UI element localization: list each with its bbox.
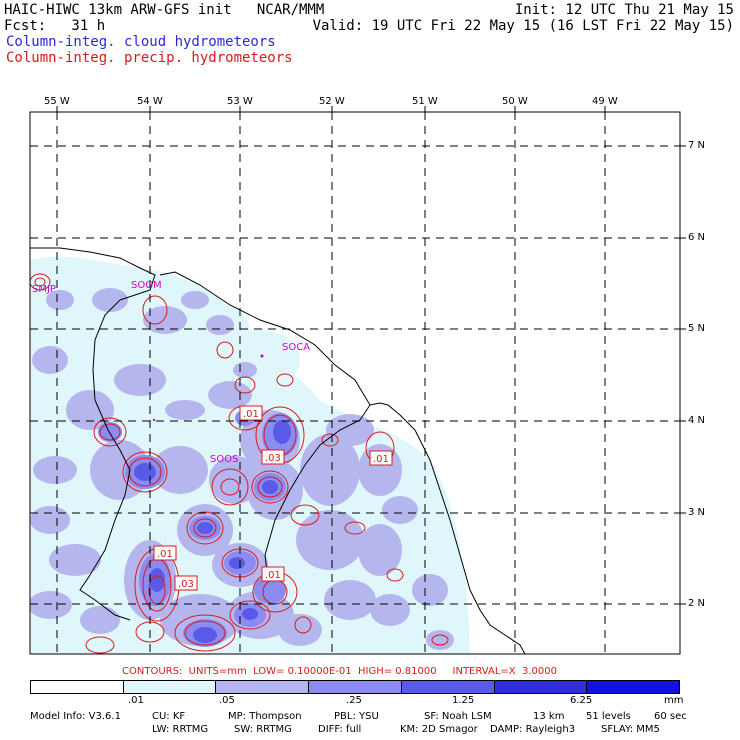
lat-label: 5 N xyxy=(688,323,706,334)
model-info-sflay: SFLAY: MM5 xyxy=(601,724,660,735)
model-info-sw: SW: RRTMG xyxy=(234,724,292,735)
station-soos: SOOS xyxy=(210,454,238,465)
country-border-east xyxy=(264,404,371,581)
lon-label: 51 W xyxy=(412,96,438,107)
color-bar-segment xyxy=(494,681,588,693)
color-bar-segment xyxy=(309,681,402,693)
color-bar-units: mm xyxy=(664,695,684,706)
station-dot xyxy=(152,418,156,422)
contour-label: .01 xyxy=(157,549,173,560)
lon-label: 49 W xyxy=(592,96,618,107)
lon-label: 53 W xyxy=(227,96,253,107)
model-info-cu: CU: KF xyxy=(152,711,186,722)
contour-label-boxes xyxy=(153,405,393,591)
lon-label: 55 W xyxy=(44,96,70,107)
model-info-sf: SF: Noah LSM xyxy=(424,711,492,722)
valid-time: Valid: 19 UTC Fri 22 May 15 (16 LST Fri … xyxy=(312,18,734,34)
model-info-resolution: 13 km xyxy=(533,711,565,722)
color-bar-label: .05 xyxy=(219,695,235,706)
lon-label: 52 W xyxy=(319,96,345,107)
lon-label: 50 W xyxy=(502,96,528,107)
country-border-west xyxy=(30,247,156,621)
lon-label: 54 W xyxy=(137,96,163,107)
model-info-version: Model Info: V3.6.1 xyxy=(30,711,121,722)
forecast-hour: Fcst: 31 h xyxy=(4,18,106,34)
contour-label: .03 xyxy=(265,453,281,464)
station-sogm: SOGM xyxy=(131,280,162,291)
station-soca: SOCA xyxy=(282,342,310,353)
model-info-damp: DAMP: Rayleigh3 xyxy=(490,724,576,735)
color-bar-segment xyxy=(587,681,680,693)
model-info-km: KM: 2D Smagor xyxy=(400,724,478,735)
station-labels: SMJP SOGM SOCA SOOS xyxy=(32,280,310,465)
model-info-diff: DIFF: full xyxy=(318,724,362,735)
axis-ticks xyxy=(56,106,686,605)
contour-label: .01 xyxy=(243,409,259,420)
lat-label: 2 N xyxy=(688,598,706,609)
color-bar-label: .25 xyxy=(346,695,362,706)
legend-cloud-hydrometeors: Column-integ. cloud hydrometeors xyxy=(6,34,276,50)
color-bar-label: .01 xyxy=(128,695,144,706)
station-smjp: SMJP xyxy=(32,284,56,295)
model-info-timestep: 60 sec xyxy=(654,711,687,722)
color-bar-segment xyxy=(216,681,310,693)
color-bar-label: 6.25 xyxy=(570,695,593,706)
map-title: HAIC-HIWC 13km ARW-GFS init NCAR/MMM xyxy=(4,2,325,18)
legend-precip-hydrometeors: Column-integ. precip. hydrometeors xyxy=(6,50,293,66)
lat-label: 6 N xyxy=(688,232,706,243)
contour-label-texts: .01 .03 .01 .01 .03 .01 xyxy=(157,409,389,590)
model-info-lw: LW: RRTMG xyxy=(152,724,209,735)
contour-label: .01 xyxy=(265,570,281,581)
contour-label: .01 xyxy=(373,454,389,465)
lat-label: 7 N xyxy=(688,140,706,151)
station-dot xyxy=(260,354,264,358)
color-bar xyxy=(30,680,680,694)
shaded-field: .01 .03 .01 .01 .03 .01 SMJP SOGM SOCA S… xyxy=(30,112,680,654)
model-info-levels: 51 levels xyxy=(586,711,631,722)
init-time: Init: 12 UTC Thu 21 May 15 xyxy=(514,2,734,18)
contours-info: CONTOURS: UNITS=mm LOW= 0.10000E-01 HIGH… xyxy=(122,666,557,677)
color-bar-segment xyxy=(31,681,124,693)
color-bar-label: 1.25 xyxy=(452,695,475,706)
model-info-mp: MP: Thompson xyxy=(228,711,302,722)
lat-label: 4 N xyxy=(688,415,706,426)
lat-lon-grid xyxy=(30,112,680,654)
contour-label: .03 xyxy=(178,579,194,590)
color-bar-segment xyxy=(401,681,495,693)
map-frame xyxy=(29,111,681,655)
model-info-pbl: PBL: YSU xyxy=(334,711,379,722)
coastline xyxy=(159,271,526,654)
color-bar-segment xyxy=(123,681,217,693)
lat-label: 3 N xyxy=(688,507,706,518)
